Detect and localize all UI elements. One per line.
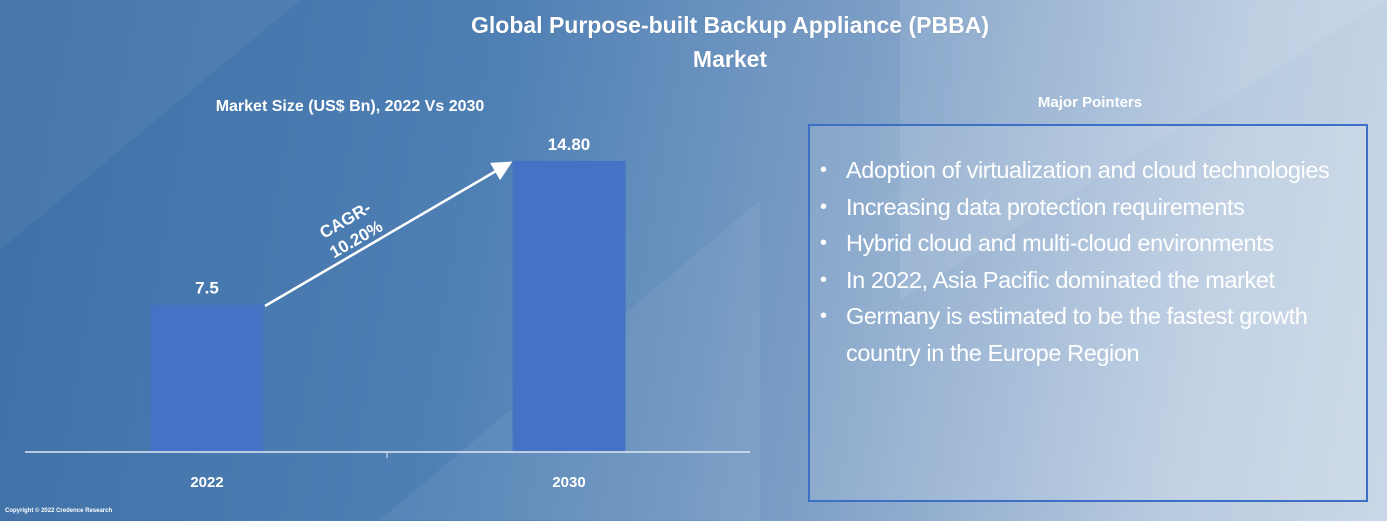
- pointers-title: Major Pointers: [1037, 94, 1143, 111]
- data-label: 14.80: [548, 135, 591, 154]
- title-line-2: Market: [692, 46, 768, 72]
- x-tick-label: 2030: [552, 474, 585, 491]
- bar-2030: [512, 160, 626, 452]
- pointer-item: In 2022, Asia Pacific dominated the mark…: [820, 262, 1366, 299]
- pointer-item: Adoption of virtualization and cloud tec…: [820, 152, 1366, 189]
- data-label: 7.5: [195, 279, 219, 298]
- pointer-item: Hybrid cloud and multi-cloud environment…: [820, 225, 1366, 262]
- pointer-item: Increasing data protection requirements: [820, 189, 1366, 226]
- title-line-1: Global Purpose-built Backup Appliance (P…: [471, 12, 989, 38]
- copyright: Copyright © 2022 Credence Research: [5, 508, 113, 514]
- cagr-label: CAGR- 10.20%: [316, 198, 386, 262]
- pointer-item: Germany is estimated to be the fastest g…: [820, 298, 1366, 371]
- x-tick-label: 2022: [190, 474, 223, 491]
- pointers-box: Adoption of virtualization and cloud tec…: [808, 124, 1368, 502]
- pointers-list: Adoption of virtualization and cloud tec…: [810, 126, 1366, 371]
- chart-title: Market Size (US$ Bn), 2022 Vs 2030: [215, 98, 485, 115]
- bar-2022: [150, 304, 264, 452]
- cagr-arrow: [264, 161, 513, 308]
- bar-chart: 7.5 2022 14.80 2030 CAGR- 10.20%: [25, 135, 750, 491]
- page-title: Global Purpose-built Backup Appliance (P…: [380, 8, 1080, 76]
